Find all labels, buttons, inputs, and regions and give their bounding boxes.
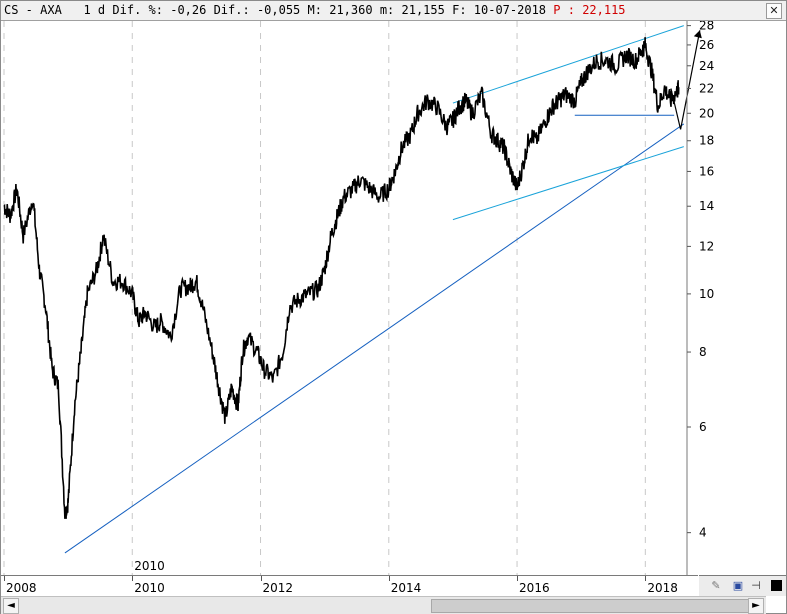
x-tick-mark	[517, 576, 519, 581]
price-value: 22,115	[582, 3, 626, 17]
date-label: F:	[452, 3, 467, 17]
y-tick-label: 18	[699, 134, 714, 148]
price-label: P :	[553, 3, 575, 17]
projection-arrow	[670, 30, 702, 130]
x-annotation-label: 2010	[134, 559, 165, 573]
x-tick-label-2018: 2018	[647, 581, 678, 595]
x-tick-mark	[4, 576, 5, 581]
x-tick-label-2014: 2014	[390, 581, 422, 595]
diff-label: Dif.:	[213, 3, 250, 17]
min-value: 21,155	[401, 3, 445, 17]
pin-icon[interactable]: ⊣	[751, 579, 761, 592]
long-term-support-line	[64, 123, 685, 554]
x-tick-label-2008: 2008	[6, 581, 37, 595]
max-value: 21,360	[329, 3, 373, 17]
grid	[3, 21, 646, 575]
floppy-disk-icon[interactable]: ▣	[732, 579, 744, 592]
x-tick-mark	[260, 576, 262, 581]
y-tick-label: 22	[699, 81, 714, 95]
y-tick-label: 16	[699, 164, 714, 178]
max-label: M:	[307, 3, 322, 17]
symbol: CS - AXA	[4, 3, 62, 17]
diff-value: -0,055	[256, 3, 301, 17]
x-tick-label-2010: 2010	[134, 581, 165, 595]
x-tick-mark	[132, 576, 134, 581]
quote-summary: CS - AXA 1 d Dif. %: -0,26 Dif.: -0,055 …	[4, 3, 626, 17]
price-chart[interactable]: 28 26 24 22 20 18 16 14 12 10 8 6 4 2010	[1, 21, 786, 575]
y-tick-label: 12	[699, 239, 714, 253]
scroll-thumb[interactable]	[431, 599, 749, 613]
y-tick-label: 10	[699, 287, 714, 301]
diff-pct-label: Dif. %:	[112, 3, 163, 17]
black-square-icon[interactable]	[769, 579, 783, 593]
y-tick-label: 20	[699, 106, 714, 120]
close-icon[interactable]: ✕	[766, 3, 782, 19]
scroll-right-arrow[interactable]: ►	[748, 598, 764, 614]
x-tick-label-2016: 2016	[519, 581, 550, 595]
trendlines	[64, 25, 685, 554]
min-label: m:	[379, 3, 395, 17]
timeframe: 1 d	[83, 3, 106, 17]
x-tick-mark	[645, 576, 647, 581]
y-tick-label: 14	[699, 199, 714, 213]
y-axis-ticks: 28 26 24 22 20 18 16 14 12 10 8 6 4	[687, 21, 714, 540]
x-axis: 2008 2010 2012 2014 2016 2018	[1, 575, 698, 596]
chart-header: CS - AXA 1 d Dif. %: -0,26 Dif.: -0,055 …	[1, 1, 786, 21]
x-tick-label-2012: 2012	[262, 581, 294, 595]
diff-pct-value: -0,26	[170, 3, 207, 17]
horizontal-scrollbar[interactable]: ◄ ►	[1, 596, 766, 614]
y-tick-label: 4	[699, 526, 707, 540]
channel-lower-line	[452, 146, 684, 221]
y-tick-label: 8	[699, 345, 707, 359]
y-tick-label: 24	[699, 59, 714, 73]
scroll-left-arrow[interactable]: ◄	[3, 598, 19, 614]
arrow-head	[693, 30, 702, 39]
price-series-line	[3, 37, 680, 519]
y-tick-label: 28	[699, 21, 714, 33]
y-tick-label: 6	[699, 420, 707, 434]
x-tick-mark	[388, 576, 390, 581]
projection-path	[670, 30, 701, 130]
pencil-icon[interactable]: ✎	[711, 579, 721, 592]
y-tick-label: 26	[699, 38, 714, 52]
date-value: 10-07-2018	[473, 3, 547, 17]
chart-toolbar: ✎ ▣ ⊣	[699, 575, 786, 596]
